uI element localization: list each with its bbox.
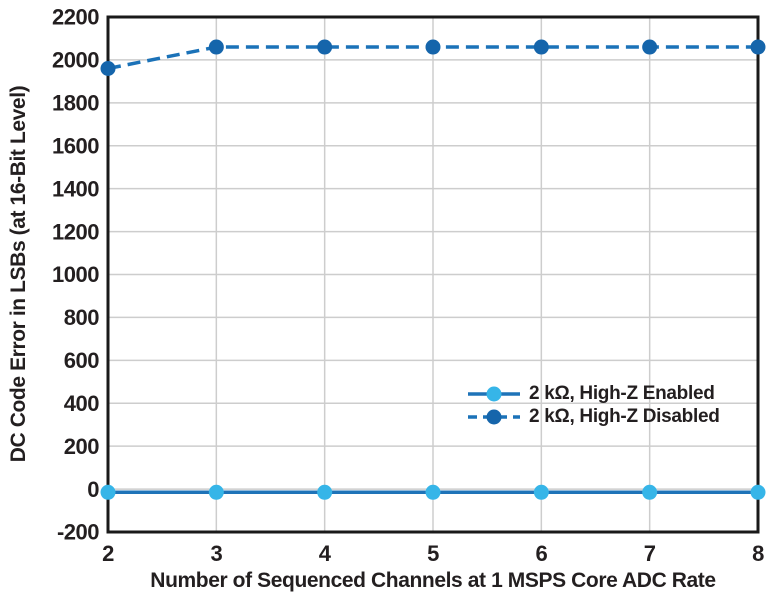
data-point-marker-series-0	[100, 484, 116, 500]
legend-item-highz-disabled: 2 kΩ, High-Z Disabled	[466, 406, 720, 427]
legend-label-enabled: 2 kΩ, High-Z Enabled	[529, 382, 715, 404]
y-tick-label: 0	[87, 477, 99, 502]
x-tick-label: 6	[535, 541, 547, 566]
legend-marker-enabled	[486, 386, 502, 401]
y-axis-title: DC Code Error in LSBs (at 16-Bit Level)	[7, 85, 30, 463]
data-point-marker-series-0	[208, 484, 224, 500]
x-tick-label: 2	[102, 541, 114, 566]
legend-item-highz-enabled: 2 kΩ, High-Z Enabled	[466, 383, 720, 404]
y-tick-label: 1400	[52, 176, 99, 201]
legend-line-enabled-icon	[468, 386, 520, 401]
y-tick-label: 2000	[52, 48, 99, 73]
y-tick-label: 1000	[52, 262, 99, 287]
data-point-marker-series-1	[750, 39, 766, 55]
y-tick-label: 1200	[52, 219, 99, 244]
y-tick-label: 1800	[52, 91, 99, 116]
y-tick-label: 800	[64, 305, 99, 330]
legend-label-disabled: 2 kΩ, High-Z Disabled	[529, 405, 720, 427]
x-tick-label: 4	[319, 541, 332, 566]
data-point-marker-series-0	[533, 484, 549, 500]
y-tick-label: 200	[64, 434, 99, 459]
y-tick-label: -200	[57, 520, 99, 545]
y-tick-label: 1600	[52, 133, 99, 158]
x-tick-label: 7	[644, 541, 656, 566]
plot-frame	[106, 15, 760, 534]
legend: 2 kΩ, High-Z Enabled 2 kΩ, High-Z Disabl…	[466, 383, 720, 427]
x-tick-label: 5	[427, 541, 439, 566]
data-point-marker-series-0	[750, 484, 766, 500]
y-tick-label: 600	[64, 348, 99, 373]
legend-marker-disabled	[486, 409, 502, 424]
y-tick-label: 400	[64, 391, 99, 416]
data-point-marker-series-1	[425, 39, 441, 55]
x-axis-title: Number of Sequenced Channels at 1 MSPS C…	[150, 569, 716, 592]
data-point-marker-series-0	[642, 484, 658, 500]
x-tick-label: 3	[210, 541, 222, 566]
y-tick-label: 2200	[52, 5, 99, 30]
data-point-marker-series-0	[317, 484, 333, 500]
data-point-marker-series-0	[425, 484, 441, 500]
data-point-marker-series-1	[642, 39, 658, 55]
data-point-marker-series-1	[533, 39, 549, 55]
data-point-marker-series-1	[208, 39, 224, 55]
legend-line-disabled-icon	[468, 409, 520, 424]
x-tick-label: 8	[752, 541, 764, 566]
data-point-marker-series-1	[100, 61, 116, 76]
data-point-marker-series-1	[317, 39, 333, 55]
